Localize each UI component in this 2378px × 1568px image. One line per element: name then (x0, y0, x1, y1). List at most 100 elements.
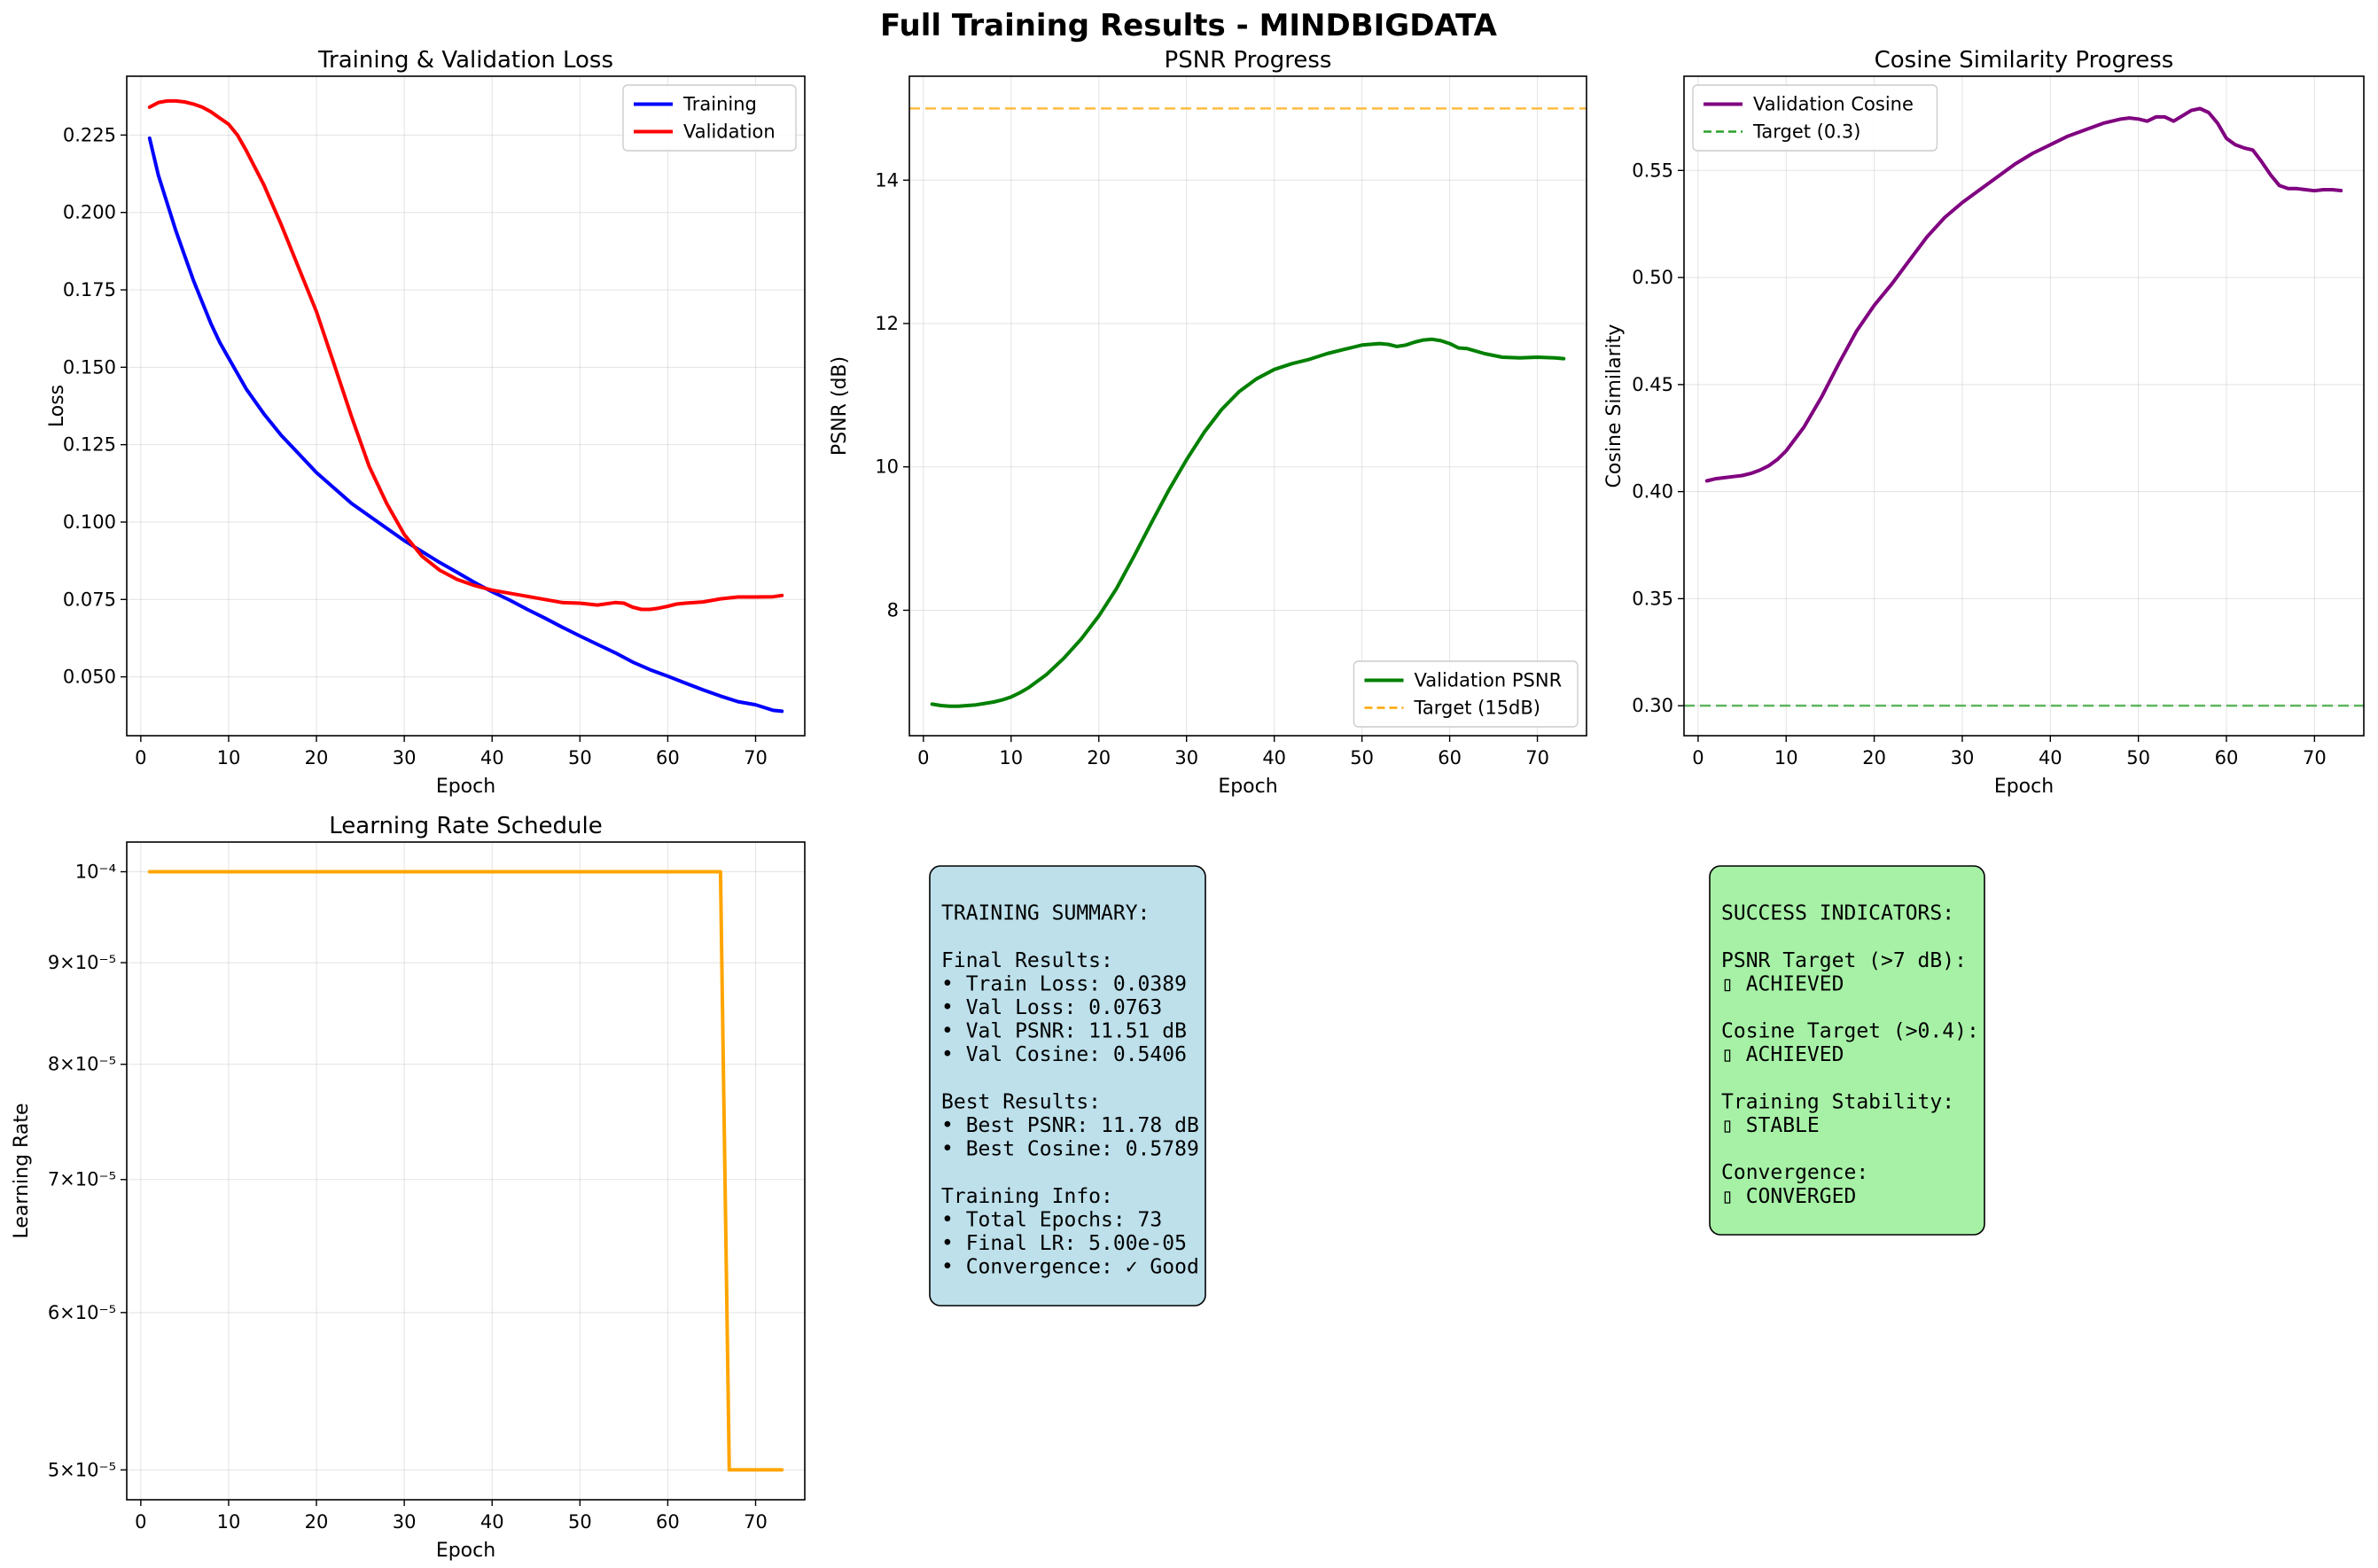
x-tick-label: 50 (568, 747, 592, 768)
y-tick-label: 0.55 (1632, 160, 1673, 181)
y-tick-label: 0.35 (1632, 588, 1673, 609)
x-tick-label: 60 (2215, 747, 2239, 768)
plots-layer: 0 10 20 30 40 50 60 70 0.050 0.075 0.100 0.125 0.150… (11, 47, 2365, 1562)
legend-label: Target (0.3) (1752, 121, 1860, 143)
text-box-line: ▯ ACHIEVED (1721, 1043, 1844, 1066)
text-box-line: PSNR Target (>7 dB): (1721, 949, 1967, 972)
text-box-background (1709, 865, 1985, 1236)
x-tick-label: 0 (917, 747, 929, 768)
legend-box (622, 84, 797, 152)
legend-box (1692, 84, 1938, 152)
y-tick-label: 0.050 (63, 667, 116, 688)
text-box-line: • Total Epochs: 73 (941, 1208, 1162, 1231)
axes-frame (126, 841, 806, 1501)
plot-title: Learning Rate Schedule (329, 813, 603, 839)
text-box-line: Cosine Target (>0.4): (1721, 1020, 1979, 1043)
series-line-1 (1704, 106, 2343, 483)
y-tick-label: 0.075 (63, 589, 116, 610)
plot-2: 0 10 20 30 40 50 60 70 8 10 12 14 PSNR Progress Epoch… (829, 47, 1587, 798)
text-boxes-layer: TRAINING SUMMARY: Final Results:• Train L… (929, 865, 1985, 1307)
y-tick-label: 0.40 (1632, 481, 1673, 503)
x-axis-label: Epoch (436, 1540, 495, 1562)
y-tick-label: 10⁻⁴ (75, 861, 116, 882)
x-tick-label: 30 (393, 1511, 417, 1533)
y-tick-label: 5×10⁻⁵ (48, 1459, 116, 1480)
series-line-2 (147, 98, 784, 612)
x-tick-label: 10 (217, 747, 241, 768)
figure-title: Full Training Results - MINDBIGDATA (880, 8, 1498, 43)
x-tick-label: 40 (480, 747, 504, 768)
text-box-line: Training Info: (941, 1185, 1113, 1208)
legend: Training Validation (622, 84, 797, 152)
y-axis-label: Cosine Similarity (1603, 324, 1626, 488)
y-tick-label: 0.50 (1632, 267, 1673, 288)
x-tick-label: 60 (1438, 747, 1462, 768)
legend-label: Training (682, 94, 757, 115)
x-tick-label: 20 (1862, 747, 1886, 768)
y-tick-label: 0.45 (1632, 374, 1673, 395)
y-tick-label: 0.125 (63, 434, 116, 456)
text-box-line: • Convergence: ✓ Good (941, 1256, 1199, 1279)
y-tick-label: 7×10⁻⁵ (48, 1169, 116, 1190)
x-tick-label: 30 (1174, 747, 1198, 768)
text-box-line: • Final LR: 5.00e-05 (941, 1232, 1187, 1255)
y-tick-label: 14 (875, 169, 899, 191)
y-axis-label: Loss (46, 385, 68, 427)
text-box-line: • Best Cosine: 0.5789 (941, 1138, 1199, 1161)
text-box-line: ▯ STABLE (1721, 1114, 1820, 1137)
text-box-line: Best Results: (941, 1090, 1101, 1113)
text-box-line: SUCCESS INDICATORS: (1721, 902, 1954, 925)
x-tick-label: 70 (2303, 747, 2327, 768)
y-tick-label: 9×10⁻⁵ (48, 952, 116, 973)
x-tick-label: 40 (2039, 747, 2062, 768)
plot-title: PSNR Progress (1165, 47, 1332, 74)
text-box-line: Training Stability: (1721, 1090, 1954, 1113)
x-tick-label: 0 (1692, 747, 1704, 768)
x-tick-label: 30 (393, 747, 417, 768)
text-box-line: • Best PSNR: 11.78 dB (941, 1114, 1199, 1137)
plot-title: Training & Validation Loss (317, 47, 613, 74)
legend-label: Target (15dB) (1414, 698, 1541, 719)
legend-label: Validation Cosine (1753, 94, 1914, 115)
x-tick-label: 20 (1087, 747, 1111, 768)
x-tick-label: 70 (744, 747, 768, 768)
text-box-line: Convergence: (1721, 1161, 1868, 1184)
y-tick-label: 0.30 (1632, 695, 1673, 716)
x-axis-label: Epoch (1218, 776, 1277, 798)
text-box-line: • Val Loss: 0.0763 (941, 996, 1162, 1019)
x-tick-label: 10 (217, 1511, 241, 1533)
y-axis-label: Learning Rate (11, 1104, 33, 1239)
series-line-1 (147, 870, 784, 1472)
y-tick-label: 10 (875, 456, 899, 478)
x-tick-label: 20 (305, 1511, 329, 1533)
x-tick-label: 10 (1774, 747, 1798, 768)
x-tick-label: 0 (135, 747, 146, 768)
y-tick-label: 12 (875, 313, 899, 334)
axes-frame (908, 75, 1587, 737)
y-tick-label: 0.175 (63, 279, 116, 300)
text-box-line: ▯ CONVERGED (1721, 1185, 1856, 1208)
y-tick-label: 8 (887, 599, 899, 620)
x-tick-label: 50 (1350, 747, 1374, 768)
legend-box (1353, 660, 1579, 728)
y-tick-label: 6×10⁻⁵ (48, 1302, 116, 1323)
legend: Validation PSNR Target (15dB) (1353, 660, 1579, 728)
plot-3: 0 10 20 30 40 50 60 70 0.30 0.35 0.40 0.45 0.50 0.55 C… (1603, 47, 2365, 798)
series-line-1 (147, 136, 784, 714)
axes-frame (1683, 75, 2365, 737)
axes-frame (126, 75, 806, 737)
x-tick-label: 30 (1951, 747, 1975, 768)
series-line-1 (930, 337, 1566, 708)
text-box-line: Final Results: (941, 949, 1113, 972)
plot-4: 0 10 20 30 40 50 60 70 5×10⁻⁵ 6×10⁻⁵ 7×10⁻⁵ 8×10⁻⁵ 9… (11, 813, 806, 1562)
x-tick-label: 70 (744, 1511, 768, 1533)
text-box-line: • Train Loss: 0.0389 (941, 972, 1187, 995)
text-box-background (929, 865, 1206, 1307)
summary-box: TRAINING SUMMARY: Final Results:• Train L… (929, 865, 1206, 1307)
x-tick-label: 70 (1525, 747, 1549, 768)
y-tick-label: 8×10⁻⁵ (48, 1054, 116, 1075)
x-tick-label: 40 (480, 1511, 504, 1533)
plot-title: Cosine Similarity Progress (1875, 47, 2174, 74)
legend-label: Validation (683, 121, 776, 143)
